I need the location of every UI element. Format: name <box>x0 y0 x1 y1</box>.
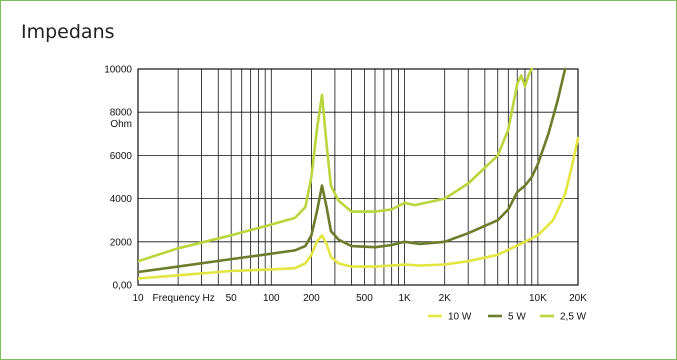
x-tick-label: 100 <box>263 293 280 304</box>
y-tick-label: 6000 <box>110 151 133 162</box>
series-line-2 <box>138 67 567 274</box>
x-tick-label: 200 <box>303 293 320 304</box>
series-line-3 <box>138 67 534 263</box>
x-tick-label: 10K <box>529 293 547 304</box>
y-tick-label: 4000 <box>110 194 133 205</box>
y-tick-label: 10000 <box>104 65 132 76</box>
x-tick-label: 500 <box>356 293 373 304</box>
y-tick-label: 2000 <box>110 237 133 248</box>
x-tick-label: 10 <box>132 293 144 304</box>
x-tick-label: 50 <box>226 293 238 304</box>
y-tick-label: 8000 <box>110 108 133 119</box>
y-unit-label: Ohm <box>110 119 132 130</box>
y-tick-label: 0,00 <box>113 281 133 292</box>
x-tick-label: 1K <box>398 293 411 304</box>
x-tick-label: 2K <box>439 293 452 304</box>
plot-frame <box>137 68 579 286</box>
legend-label-1: 10 W <box>448 312 472 323</box>
x-tick-label: 20K <box>569 293 587 304</box>
series-line-1 <box>138 136 580 280</box>
legend-label-3: 2,5 W <box>560 312 587 323</box>
legend-label-2: 5 W <box>508 312 526 323</box>
chart-title: Impedans <box>21 21 115 43</box>
x-axis-label: Frequency Hz <box>153 293 215 304</box>
